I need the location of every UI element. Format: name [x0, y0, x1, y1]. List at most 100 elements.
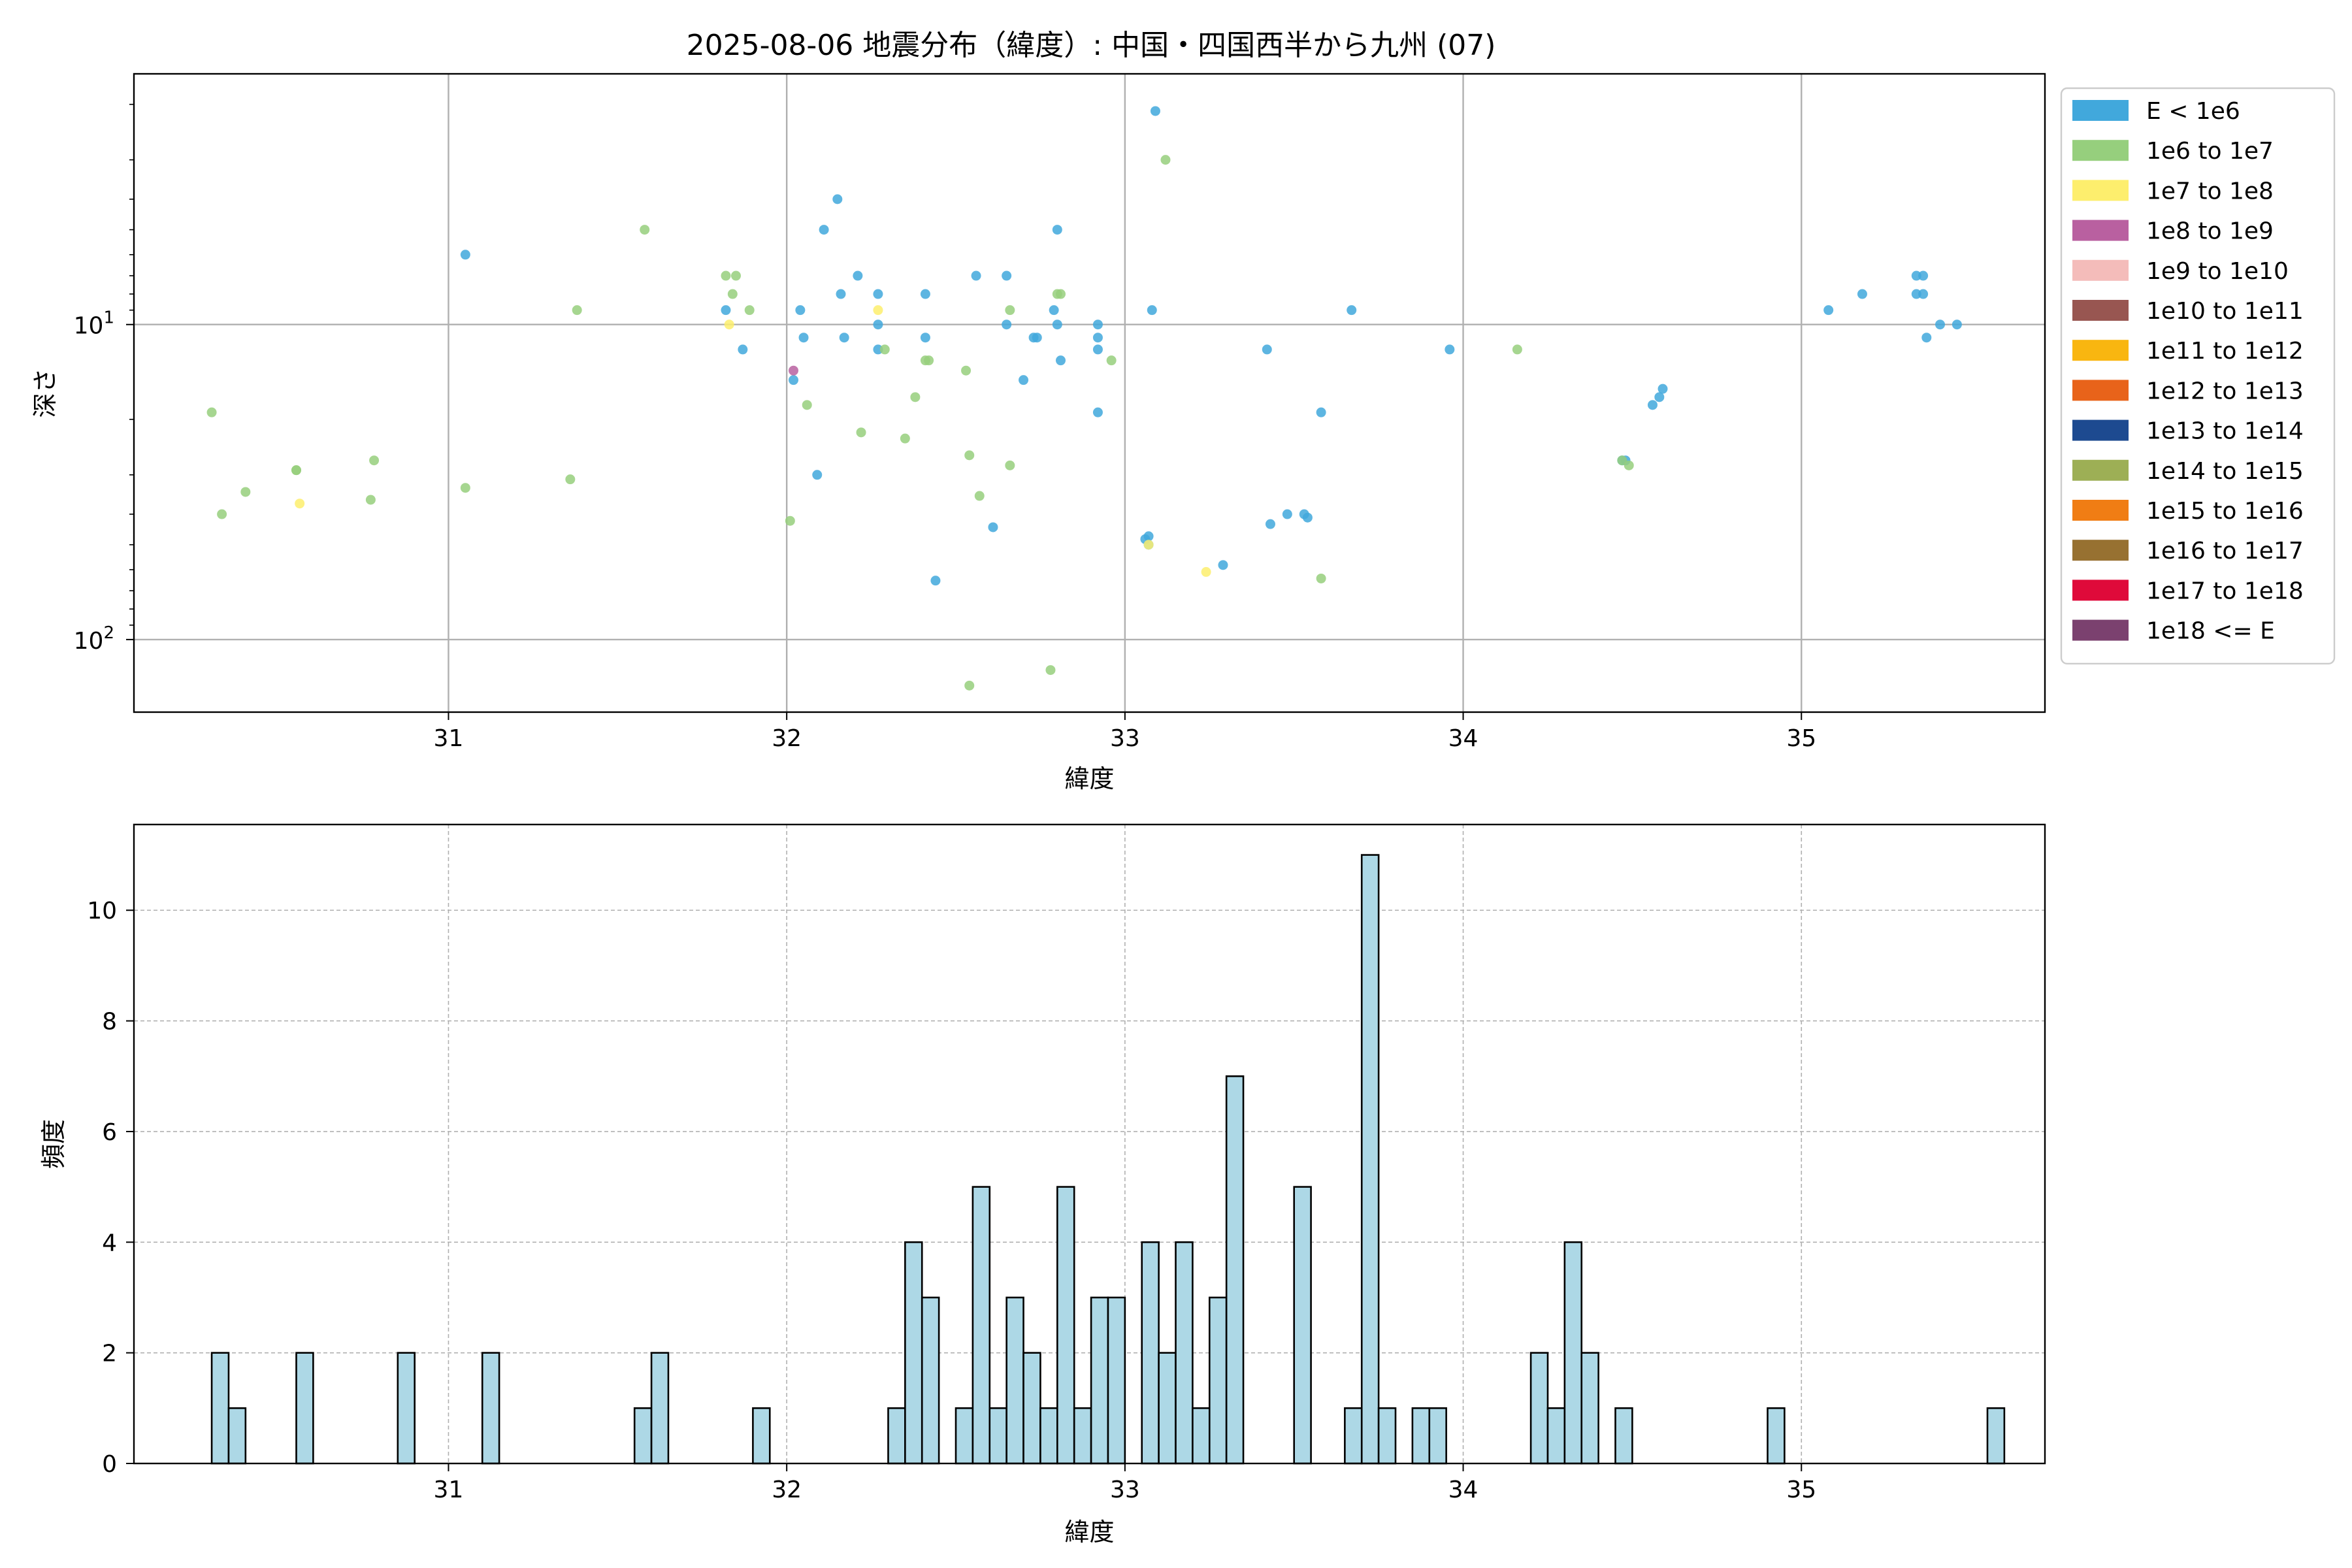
scatter-point	[1918, 270, 1929, 281]
scatter-point	[1150, 106, 1160, 116]
hist-bar	[1090, 1296, 1109, 1465]
scatter-point	[460, 250, 470, 260]
scatter-point	[1005, 460, 1015, 470]
hist-bar	[1546, 1407, 1566, 1465]
scatter-frame	[133, 73, 2046, 713]
hist-bar	[904, 1241, 923, 1465]
scatter-point	[640, 225, 650, 235]
scatter-y-tick-exponent: 2	[103, 623, 114, 643]
scatter-point	[1265, 519, 1275, 529]
hist-bar	[633, 1407, 653, 1465]
scatter-y-tick-label: 101	[74, 308, 114, 340]
scatter-x-tick-label: 31	[434, 725, 464, 752]
hist-bar	[921, 1296, 940, 1465]
hist-x-tick-label: 35	[1786, 1477, 1816, 1503]
legend-swatch	[2072, 220, 2129, 241]
legend-swatch	[2072, 140, 2129, 161]
hist-bar	[1377, 1407, 1397, 1465]
scatter-y-tick-base: 10	[74, 628, 104, 655]
scatter-point	[988, 522, 998, 532]
legend-label: 1e15 to 1e16	[2146, 498, 2304, 525]
legend-swatch	[2072, 300, 2129, 321]
legend-label: 1e7 to 1e8	[2146, 178, 2274, 204]
scatter-point	[721, 270, 731, 281]
hist-y-tick-label: 4	[102, 1230, 117, 1256]
scatter-point	[853, 270, 863, 281]
scatter-point	[206, 407, 217, 417]
hist-bar	[1208, 1296, 1228, 1465]
scatter-point	[819, 225, 829, 235]
hist-bar	[1767, 1407, 1786, 1465]
hist-bar	[1986, 1407, 2006, 1465]
scatter-x-tick-label: 32	[772, 725, 802, 752]
hist-y-tick-label: 6	[102, 1119, 117, 1146]
scatter-point	[460, 483, 470, 493]
scatter-point	[789, 375, 799, 385]
legend-swatch	[2072, 259, 2129, 281]
hist-bar	[1192, 1407, 1211, 1465]
legend-label: 1e11 to 1e12	[2146, 338, 2304, 365]
hist-bar	[210, 1352, 230, 1465]
hist-bar	[1529, 1352, 1549, 1465]
scatter-point	[1032, 333, 1042, 343]
hist-y-tick-label: 10	[87, 898, 117, 924]
legend-swatch	[2072, 459, 2129, 481]
scatter-point	[1055, 289, 1066, 299]
scatter-point	[295, 498, 305, 509]
scatter-y-axis-label: 深さ	[31, 368, 59, 417]
hist-x-tick-label: 34	[1448, 1477, 1478, 1503]
hist-bar	[1411, 1407, 1431, 1465]
scatter-point	[291, 465, 301, 476]
scatter-point	[1654, 392, 1665, 402]
figure-title: 2025-08-06 地震分布（緯度）: 中国・四国西半から九州 (07)	[687, 29, 1496, 62]
scatter-x-axis-label: 緯度	[1064, 764, 1114, 793]
scatter-point	[724, 319, 734, 330]
hist-bar	[1360, 854, 1380, 1465]
scatter-point	[964, 450, 975, 461]
legend-swatch	[2072, 100, 2129, 121]
scatter-point	[1952, 319, 1962, 330]
scatter-point	[1092, 319, 1103, 330]
scatter-point	[1624, 460, 1634, 470]
scatter-point	[1935, 319, 1946, 330]
hist-bar	[1580, 1352, 1599, 1465]
scatter-point	[1857, 289, 1867, 299]
hist-x-tick-label: 32	[772, 1477, 802, 1503]
scatter-point	[1316, 573, 1326, 583]
scatter-y-tick-base: 10	[74, 313, 104, 340]
legend-label: 1e14 to 1e15	[2146, 458, 2304, 485]
scatter-point	[924, 355, 934, 366]
scatter-point	[721, 305, 731, 316]
scatter-point	[873, 319, 883, 330]
hist-x-tick-label: 31	[434, 1477, 464, 1503]
hist-y-tick-label: 0	[102, 1451, 117, 1478]
scatter-plot-area	[134, 74, 2045, 712]
scatter-point	[1005, 305, 1015, 316]
hist-frame	[133, 823, 2046, 1465]
hist-bar	[972, 1186, 991, 1465]
hist-bar	[752, 1407, 771, 1465]
scatter-point	[1282, 509, 1292, 519]
scatter-point	[1055, 355, 1066, 366]
hist-bar	[988, 1407, 1007, 1465]
legend-swatch	[2072, 380, 2129, 401]
legend-box	[2060, 87, 2336, 664]
hist-bar	[1056, 1186, 1075, 1465]
hist-bar	[1141, 1241, 1160, 1465]
legend-swatch	[2072, 619, 2129, 641]
hist-bar	[1073, 1407, 1092, 1465]
scatter-point	[1002, 270, 1012, 281]
scatter-point	[240, 487, 251, 497]
hist-bar	[227, 1407, 247, 1465]
scatter-point	[930, 576, 941, 586]
scatter-point	[1921, 333, 1932, 343]
legend-swatch	[2072, 419, 2129, 441]
scatter-x-tick-label: 33	[1110, 725, 1140, 752]
scatter-point	[802, 400, 812, 410]
scatter-point	[1106, 355, 1117, 366]
scatter-point	[1218, 560, 1228, 570]
hist-bar	[1293, 1186, 1312, 1465]
scatter-point	[1049, 305, 1059, 316]
hist-bar	[1428, 1407, 1447, 1465]
